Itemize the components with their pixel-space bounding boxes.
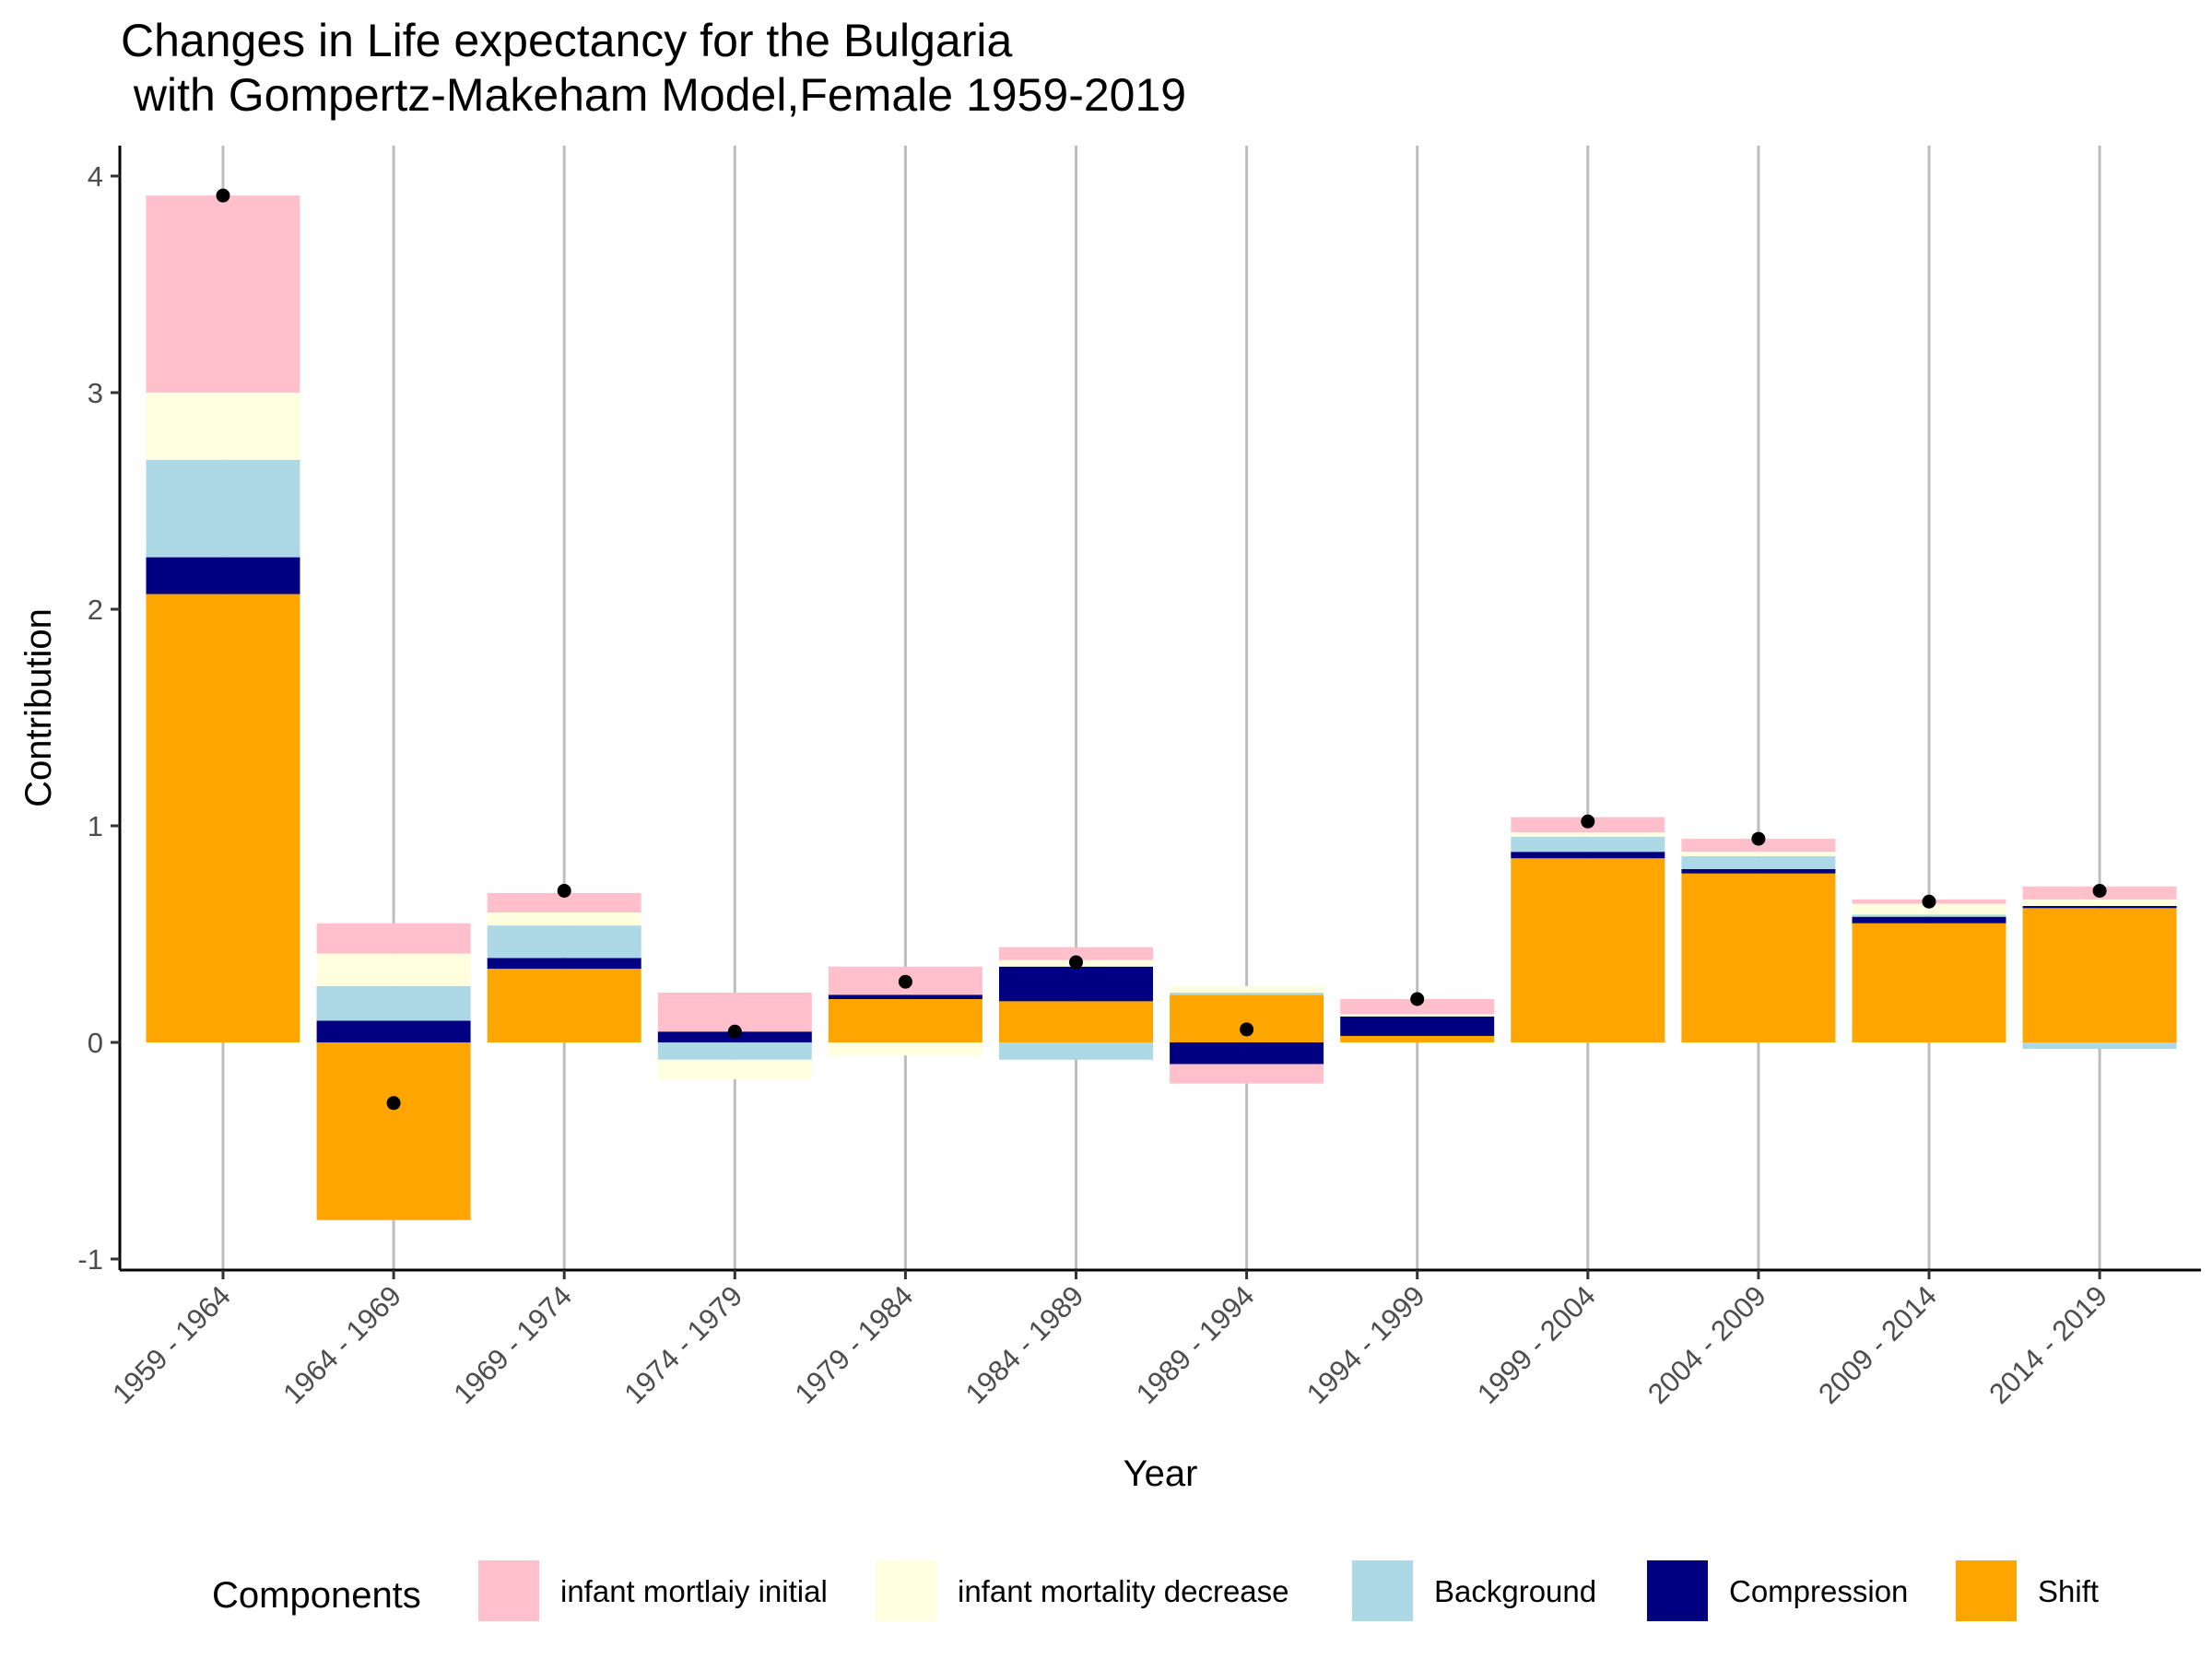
total-point-1959-1964 [216,188,230,203]
bar-2004-2009-shift [1681,873,1836,1042]
bar-1994-1999-infant-mortlaiy-initial [1340,999,1495,1015]
bar-2004-2009-compression [1681,869,1836,874]
bar-1984-1989-shift [999,1001,1153,1042]
total-point-1974-1979 [727,1024,742,1039]
total-point-1979-1984 [898,974,912,989]
y-axis-title: Contribution [18,608,59,807]
bars [146,195,2177,1220]
chart-title: Changes in Life expectancy for the Bulga… [121,15,1186,121]
bar-2014-2019-shift [2022,908,2177,1042]
bar-1999-2004-infant-mortality-decrease [1511,832,1665,837]
bar-1984-1989-background [999,1042,1153,1060]
bar-1964-1969-compression [316,1020,471,1042]
bar-1959-1964-shift [146,594,300,1042]
y-ticks: -1 0 1 2 3 4 [77,160,120,1276]
total-point-1999-2004 [1581,814,1595,829]
bar-1969-1974-infant-mortality-decrease [487,912,641,926]
bar-2004-2009-infant-mortality-decrease [1681,852,1836,856]
y-tick-label-2: 2 [88,594,103,626]
bar-2009-2014-infant-mortality-decrease [1852,903,2006,915]
legend: Components infant mortlaiy initial infant… [212,1560,2099,1621]
bar-1969-1974-background [487,925,641,959]
chart-title-line-1: Changes in Life expectancy for the Bulga… [121,15,1012,66]
bar-1989-1994-compression [1170,1042,1324,1065]
y-tick-label-3: 3 [88,377,103,409]
y-tick-label-1: 1 [88,810,103,842]
total-point-2009-2014 [1922,894,1936,909]
axes [118,146,2201,1272]
legend-key-background [1352,1560,1413,1621]
bar-1969-1974-shift [487,969,641,1042]
legend-label-shift: Shift [2038,1574,2099,1608]
total-point-2014-2019 [2092,884,2107,898]
bar-1959-1964-infant-mortality-decrease [146,393,300,460]
bar-2009-2014-compression [1852,916,2006,924]
bar-1969-1974-infant-mortlaiy-initial [487,892,641,912]
y-tick-label-0: 0 [88,1027,103,1059]
bar-1964-1969-background [316,985,471,1021]
bar-1964-1969-infant-mortlaiy-initial [316,923,471,954]
bar-1994-1999-compression [1340,1016,1495,1036]
bar-2009-2014-shift [1852,923,2006,1042]
bar-1959-1964-infant-mortlaiy-initial [146,195,300,393]
bar-2014-2019-background [2022,1042,2177,1050]
bar-1979-1984-compression [828,994,982,999]
legend-label-compression: Compression [1729,1574,1908,1608]
total-points [216,188,2107,1111]
bar-1994-1999-infant-mortality-decrease [1340,1014,1495,1017]
total-point-1969-1974 [557,884,571,898]
bar-2004-2009-background [1681,855,1836,869]
bar-1969-1974-compression [487,958,641,970]
total-point-1994-1999 [1410,992,1425,1006]
bar-1959-1964-compression [146,557,300,594]
bar-1964-1969-shift [316,1042,471,1220]
bar-2014-2019-compression [2022,905,2177,909]
bar-1999-2004-background [1511,836,1665,853]
bar-1989-1994-infant-mortality-decrease [1170,985,1324,993]
legend-title: Components [212,1575,421,1616]
legend-key-compression [1647,1560,1708,1621]
legend-key-shift [1956,1560,2017,1621]
total-point-2004-2009 [1751,831,1766,846]
bar-1999-2004-shift [1511,858,1665,1042]
bar-1974-1979-infant-mortality-decrease [657,1059,812,1079]
bar-1994-1999-shift [1340,1035,1495,1042]
y-tick-label-1: -1 [77,1243,103,1276]
y-tick-label-4: 4 [88,160,103,193]
bar-1959-1964-background [146,459,300,558]
total-point-1984-1989 [1069,955,1083,970]
legend-key-infant-mortality-decrease [876,1560,936,1621]
legend-key-infant-mortlaiy-initial [478,1560,539,1621]
legend-label-infant-mortality-decrease: infant mortality decrease [958,1574,1289,1608]
bar-1974-1979-background [657,1042,812,1060]
chart-title-line-2: with Gompertz-Makeham Model,Female 1959-… [121,69,1186,121]
bar-2014-2019-infant-mortality-decrease [2022,899,2177,906]
legend-label-background: Background [1434,1574,1596,1608]
total-point-1989-1994 [1240,1022,1254,1037]
bar-1979-1984-infant-mortality-decrease [828,1042,982,1056]
bar-1964-1969-infant-mortality-decrease [316,953,471,986]
bar-1979-1984-shift [828,999,982,1042]
x-axis-title: Year [1124,1453,1198,1494]
legend-label-infant-mortlaiy-initial: infant mortlaiy initial [560,1574,828,1608]
bar-1989-1994-infant-mortlaiy-initial [1170,1064,1324,1084]
bar-1984-1989-infant-mortlaiy-initial [999,947,1153,960]
bar-1989-1994-background [1170,992,1324,995]
total-point-1964-1969 [386,1096,401,1111]
bar-1999-2004-compression [1511,852,1665,859]
bar-2009-2014-background [1852,914,2006,917]
bar-1984-1989-compression [999,966,1153,1002]
